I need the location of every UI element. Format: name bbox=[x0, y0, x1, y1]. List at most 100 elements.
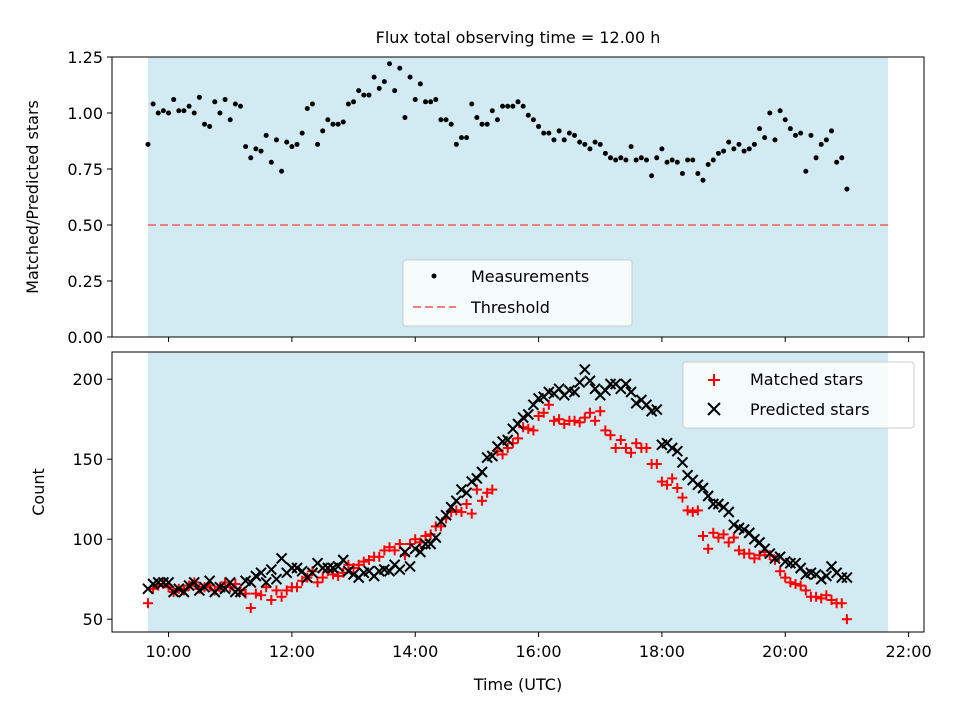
bottom-x-tick-label: 14:00 bbox=[392, 642, 438, 661]
measurement-point bbox=[479, 121, 485, 127]
measurement-point bbox=[217, 110, 223, 116]
bottom-y-tick-label: 200 bbox=[72, 370, 103, 389]
matched-star-point bbox=[615, 435, 626, 445]
measurement-point bbox=[834, 159, 840, 165]
measurement-point bbox=[222, 97, 228, 103]
matched-star-point bbox=[466, 508, 477, 519]
predicted-star-point bbox=[275, 552, 288, 565]
measurement-point bbox=[710, 157, 716, 163]
measurement-point bbox=[366, 92, 372, 98]
predicted-star-point bbox=[440, 509, 452, 521]
measurement-point bbox=[160, 108, 166, 114]
measurement-point bbox=[561, 137, 567, 143]
measurement-point bbox=[202, 121, 208, 127]
measurement-point bbox=[397, 65, 403, 71]
matched-star-point bbox=[595, 406, 606, 417]
measurement-point bbox=[304, 106, 310, 112]
measurement-point bbox=[330, 121, 336, 127]
measurement-point bbox=[433, 97, 439, 103]
measurement-point bbox=[618, 155, 624, 161]
predicted-star-point bbox=[173, 583, 185, 595]
matched-star-point bbox=[384, 542, 395, 553]
top-legend-box bbox=[402, 259, 633, 327]
predicted-star-point bbox=[728, 519, 740, 531]
bottom-panel: 50 100 150 200 10:00 12:00 14:00 16:00 18:00 20:… bbox=[29, 351, 932, 694]
matched-star-point bbox=[590, 415, 601, 426]
predicted-star-point bbox=[347, 568, 360, 581]
predicted-star-point bbox=[306, 567, 319, 579]
bottom-y-axis-label: Count bbox=[29, 468, 48, 516]
legend-threshold-label: Threshold bbox=[470, 298, 550, 317]
measurement-point bbox=[171, 97, 177, 103]
matched-star-point bbox=[821, 590, 832, 601]
predicted-star-point bbox=[630, 397, 642, 409]
measurement-point bbox=[551, 137, 557, 143]
measurement-point bbox=[823, 137, 829, 143]
predicted-star-point bbox=[573, 376, 586, 389]
matched-star-point bbox=[533, 411, 544, 421]
measurement-point bbox=[345, 101, 351, 107]
predicted-star-point bbox=[229, 586, 242, 598]
measurement-point bbox=[793, 132, 799, 138]
measurement-point bbox=[798, 130, 804, 136]
predicted-star-point bbox=[286, 562, 298, 574]
top-y-axis: 0.00 0.25 0.50 0.75 1.00 1.25 bbox=[67, 48, 112, 347]
measurement-point bbox=[818, 141, 824, 147]
matched-star-point bbox=[708, 527, 719, 538]
predicted-star-point bbox=[414, 546, 427, 558]
measurement-point bbox=[649, 173, 655, 179]
measurement-point bbox=[315, 141, 321, 147]
matched-star-point bbox=[744, 548, 755, 559]
legend-predicted-label: Predicted stars bbox=[750, 400, 870, 419]
legend-matched-marker bbox=[708, 374, 720, 386]
top-y-tick-label: 0.25 bbox=[67, 272, 103, 291]
measurement-point bbox=[597, 141, 603, 147]
matched-star-point bbox=[523, 423, 534, 434]
matched-star-point bbox=[667, 473, 678, 484]
measurement-point bbox=[392, 88, 398, 94]
measurement-point bbox=[196, 94, 202, 100]
matched-star-point bbox=[692, 505, 703, 516]
matched-star-point bbox=[723, 537, 734, 548]
legend-matched-label: Matched stars bbox=[750, 370, 863, 389]
predicted-star-point bbox=[815, 573, 827, 585]
matched-star-point bbox=[538, 407, 549, 418]
measurement-point bbox=[176, 108, 182, 114]
matched-star-point bbox=[780, 572, 791, 583]
top-plot-frame bbox=[111, 56, 925, 338]
measurement-point bbox=[777, 108, 783, 114]
measurement-point bbox=[541, 130, 547, 136]
matched-star-point bbox=[620, 443, 631, 453]
matched-star-point bbox=[276, 591, 287, 602]
measurement-point bbox=[428, 99, 434, 105]
predicted-star-point bbox=[604, 378, 617, 390]
measurement-point bbox=[335, 121, 341, 127]
predicted-star-point bbox=[748, 533, 761, 545]
measurement-point bbox=[787, 126, 793, 132]
matched-stars-points bbox=[142, 399, 852, 625]
predicted-star-point bbox=[697, 482, 709, 494]
measurement-point bbox=[191, 110, 197, 116]
matched-star-point bbox=[811, 591, 822, 602]
measurement-point bbox=[839, 155, 845, 161]
predicted-star-point bbox=[404, 560, 416, 573]
measurement-point bbox=[489, 108, 495, 114]
measurement-point bbox=[361, 92, 367, 98]
measurement-point bbox=[705, 162, 711, 168]
measurement-point bbox=[371, 74, 377, 80]
predicted-star-point bbox=[584, 375, 596, 387]
measurement-point bbox=[263, 132, 269, 138]
matched-star-point bbox=[826, 595, 837, 605]
predicted-star-point bbox=[322, 562, 334, 574]
predicted-star-point bbox=[723, 506, 735, 518]
bottom-y-tick-label: 100 bbox=[72, 530, 103, 549]
measurement-point bbox=[453, 141, 459, 147]
measurement-point bbox=[448, 121, 454, 127]
predicted-star-point bbox=[676, 456, 689, 469]
top-y-tick-label: 0.00 bbox=[67, 328, 103, 347]
matched-star-point bbox=[477, 495, 488, 506]
predicted-star-point bbox=[430, 531, 442, 544]
measurement-point bbox=[659, 146, 665, 152]
matched-star-point bbox=[559, 419, 570, 429]
legend-measurements-marker bbox=[431, 273, 437, 279]
